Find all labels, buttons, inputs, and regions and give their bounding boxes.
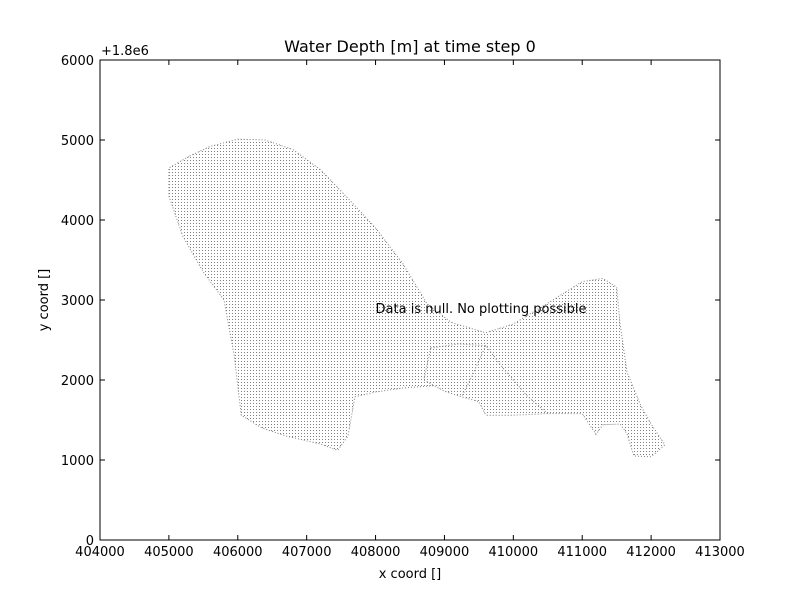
y-tick-label: 3000 <box>61 294 94 309</box>
axes-layer: 404000 405000 406000 407000 408000 409000 4100… <box>61 54 745 560</box>
mesh-layer <box>168 138 666 458</box>
mesh-boundary-line <box>461 345 487 398</box>
x-tick-label: 408000 <box>351 545 401 560</box>
x-tick-label: 411000 <box>557 545 607 560</box>
x-axis-label: x coord [] <box>379 567 442 582</box>
x-tick-label: 407000 <box>282 545 332 560</box>
x-tick-label: 412000 <box>626 545 676 560</box>
x-tick-label: 406000 <box>213 545 263 560</box>
x-tick-label: 405000 <box>144 545 194 560</box>
y-tick-label: 1000 <box>61 454 94 469</box>
y-tick-label: 4000 <box>61 214 94 229</box>
mesh-boundary-line <box>430 343 549 414</box>
y-tick-label: 0 <box>86 534 94 549</box>
x-tick-label: 409000 <box>420 545 470 560</box>
y-tick-label: 6000 <box>61 54 94 69</box>
no-data-annotation: Data is null. No plotting possible <box>376 302 587 317</box>
x-tick-label: 404000 <box>75 545 125 560</box>
y-tick-label: 5000 <box>61 134 94 149</box>
x-tick-label: 413000 <box>695 545 745 560</box>
y-axis-label: y coord [] <box>37 269 52 332</box>
y-offset-label: +1.8e6 <box>101 44 149 59</box>
y-tick-label: 2000 <box>61 374 94 389</box>
x-tick-label: 410000 <box>489 545 539 560</box>
chart-title: Water Depth [m] at time step 0 <box>284 37 536 56</box>
mesh-region <box>168 138 666 458</box>
